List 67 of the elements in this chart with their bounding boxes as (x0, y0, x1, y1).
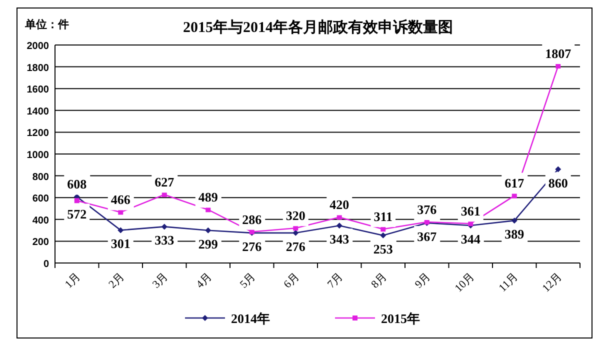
point (118, 210, 124, 215)
x-tick-label: 8月 (369, 270, 390, 291)
data-label: 489 (198, 190, 218, 205)
x-tick-label: 12月 (540, 270, 564, 295)
legend-label: 2014年 (231, 311, 270, 326)
data-label: 361 (460, 204, 480, 219)
x-tick-label: 9月 (412, 270, 433, 291)
point (161, 224, 168, 230)
x-tick-label: 11月 (496, 270, 520, 294)
data-label: 301 (110, 236, 130, 252)
chart-title: 2015年与2014年各月邮政有效申诉数量图 (183, 19, 453, 36)
data-label: 286 (242, 212, 262, 227)
y-tick-label: 1000 (26, 150, 50, 161)
legend-label: 2015年 (381, 311, 420, 326)
point (512, 193, 517, 198)
y-tick-label: 1800 (26, 62, 50, 74)
point (380, 232, 386, 238)
point (74, 198, 80, 204)
data-label: 311 (374, 209, 393, 224)
data-label: 389 (504, 226, 525, 242)
point (293, 226, 298, 231)
y-tick-label: 1400 (26, 106, 50, 118)
data-label: 343 (330, 232, 350, 247)
point (118, 227, 124, 234)
point (380, 226, 386, 232)
point (556, 64, 561, 69)
data-label: 466 (110, 192, 131, 208)
y-tick-label: 2000 (26, 41, 50, 52)
data-label: 276 (286, 238, 306, 254)
data-label: 572 (67, 206, 87, 222)
data-label: 420 (330, 197, 350, 212)
point (555, 166, 562, 172)
y-tick-label: 0 (43, 259, 50, 270)
y-axis-title: 单位：件 (24, 18, 69, 31)
data-label: 1807 (545, 46, 572, 62)
data-label: 299 (198, 236, 218, 252)
x-tick-label: 2月 (106, 270, 127, 291)
data-label: 376 (417, 202, 438, 218)
point (511, 218, 518, 224)
x-tick-label: 3月 (150, 270, 170, 291)
x-tick-label: 10月 (452, 270, 477, 295)
point (336, 222, 342, 229)
point (336, 214, 342, 220)
point (205, 227, 212, 234)
y-tick-label: 1200 (26, 128, 50, 140)
y-tick-label: 200 (32, 237, 50, 248)
data-label: 344 (460, 232, 481, 247)
y-tick-label: 600 (32, 194, 50, 205)
point (206, 207, 211, 212)
x-tick-label: 7月 (325, 270, 346, 291)
y-tick-label: 400 (32, 215, 50, 226)
data-label: 627 (154, 174, 175, 190)
data-label: 367 (417, 228, 438, 244)
y-tick-label: 1600 (26, 84, 50, 96)
x-tick-label: 1月 (62, 270, 83, 291)
data-label: 617 (504, 176, 525, 191)
data-label: 608 (67, 176, 88, 192)
x-tick-label: 6月 (282, 270, 302, 291)
y-tick-label: 800 (32, 172, 50, 183)
data-label: 276 (242, 238, 262, 254)
data-label: 333 (154, 232, 175, 248)
point (162, 192, 167, 198)
x-tick-label: 5月 (238, 270, 258, 291)
x-tick-label: 4月 (194, 270, 214, 291)
data-label: 860 (548, 175, 568, 190)
data-label: 320 (286, 208, 306, 224)
data-label: 253 (373, 241, 394, 256)
